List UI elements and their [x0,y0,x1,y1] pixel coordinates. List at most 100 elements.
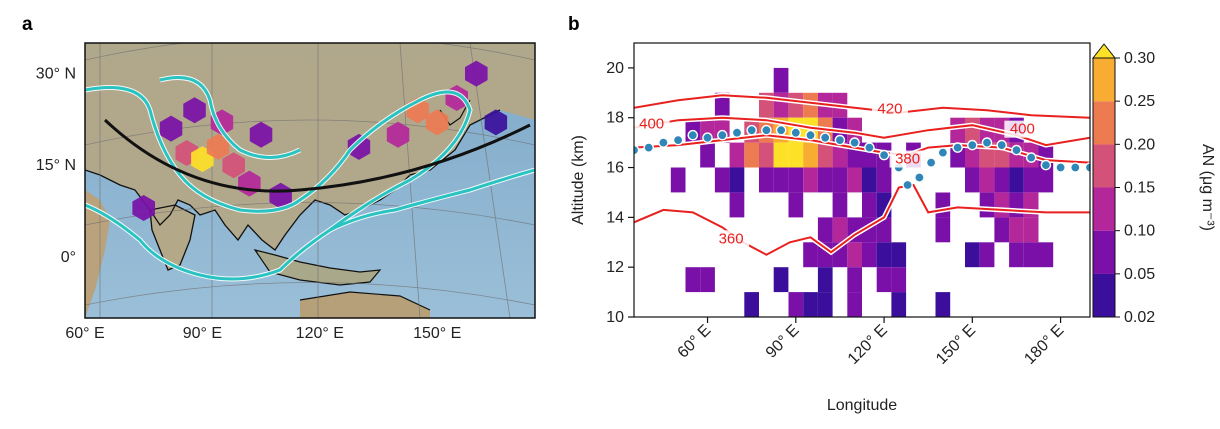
heatmap-cell [876,167,892,193]
cyan-contours-inner [85,76,535,281]
x-tick-label: 90° E [763,322,803,362]
heatmap-cell [979,242,995,268]
contour-label-bg [633,115,670,133]
heatmap-cell [979,192,995,218]
heatmap-cell [788,142,804,168]
panel-a-letter: a [22,14,33,35]
heatmap-cell [832,142,848,168]
tropopause-dot [864,142,875,153]
heatmap-cell [965,117,980,143]
contour-label: 420 [877,101,902,118]
colorbar-segment [1093,101,1115,145]
heatmap-cell [803,142,818,168]
tropopause-dot [819,132,831,143]
land-africa [85,190,110,318]
heatmap-cell [817,292,833,317]
tropopause-dot [1084,162,1090,173]
map-y-tick-label: 0° [61,249,76,266]
map-x-tick-label: 120° E [296,325,344,342]
heatmap-cell [876,267,892,293]
map-x-tick-label: 90° E [183,325,222,342]
y-tick-label: 16 [606,160,624,177]
tropopause-dot [731,127,743,138]
tropopause-dot [981,137,993,148]
colorbar-extend-arrow [1091,43,1117,59]
tropopause-dot [1055,162,1066,173]
heatmap-cell [832,192,848,218]
heatmap-cell [994,192,1010,218]
land-australia [300,292,430,318]
map-x-tick-label: 60° E [65,325,104,342]
colorbar-title: AN (μg m⁻³) [1199,144,1216,231]
colorbar-tick-label: 0.15 [1124,180,1155,197]
tropopause-dot [702,132,713,143]
heatmap-cell [1038,242,1054,268]
tropopause-dot [643,142,655,153]
tropopause-dot [996,139,1008,151]
x-tick-label: 150° E [933,322,979,368]
colorbar-tick-label: 0.30 [1124,50,1155,67]
heatmap-cell [1038,167,1054,193]
heatmap-cell [670,167,686,193]
heatmap-cell [773,67,789,93]
heatmap-cell [685,267,701,293]
colorbar-segment [1093,230,1115,274]
heatmap-cell [729,142,745,168]
heatmap-cell [832,217,848,243]
heatmap-cell [847,242,862,268]
heatmap-cell [935,292,951,317]
land-india [150,205,195,270]
contour-line-360 [634,183,1090,256]
hex-cell [386,121,410,148]
hex-cell [183,97,206,124]
contour-label: 400 [1010,121,1035,138]
land-asia [85,43,535,250]
hex-cell [465,60,488,87]
tropopause-dot [937,147,949,158]
contour-label-bg [871,100,908,118]
tropopause-dot [834,134,846,146]
heatmap-cell [935,192,951,218]
heatmap-cell [862,167,877,193]
heatmap-cell [965,167,980,193]
heatmap-cell [773,267,789,293]
y-tick-label: 12 [606,259,624,276]
heatmap-cell [847,292,862,317]
panel-a-map [85,43,535,318]
contour-label: 380 [895,151,920,168]
heatmap-cell [876,217,892,243]
heatmap-cell [979,167,995,193]
tropopause-dot [805,129,816,141]
heatmap-cell [862,242,877,268]
tropopause-dot [925,157,937,168]
heatmap-cell [965,242,980,268]
tropopause-dot [1011,144,1022,156]
heatmap-cell [1009,242,1024,268]
heatmap-cell [994,217,1010,243]
heatmap-cell [950,117,965,143]
heatmap-cell [773,142,789,168]
map-x-tick-label: 150° E [413,325,461,342]
heatmap-cells [670,67,1054,317]
heatmap-cell [729,192,745,218]
contour-label-bg [889,150,926,168]
heatmap-cell [803,242,818,268]
y-tick-label: 18 [606,110,624,127]
hex-cell [249,121,273,148]
heatmap-cell [847,117,862,143]
heatmap-cell [700,142,715,168]
map-y-tick-label: 15° N [36,157,76,174]
hex-cell [347,133,371,160]
tropopause-dot [849,137,860,148]
x-axis-title: Longitude [827,397,897,414]
heatmap-cell [891,242,907,268]
map-y-tick-label: 30° N [36,66,76,83]
heatmap-cell [1009,192,1024,218]
heatmap-cell [817,142,833,168]
y-tick-label: 20 [606,60,624,77]
graticule [85,43,535,318]
heatmap-cell [1023,167,1039,193]
contour-label: 360 [719,230,744,247]
tropopause-dot [658,137,669,148]
panel-b-plot: 360 380 400 400 420 10 12 14 16 18 20 60° E 90° E 12… [570,42,1091,414]
